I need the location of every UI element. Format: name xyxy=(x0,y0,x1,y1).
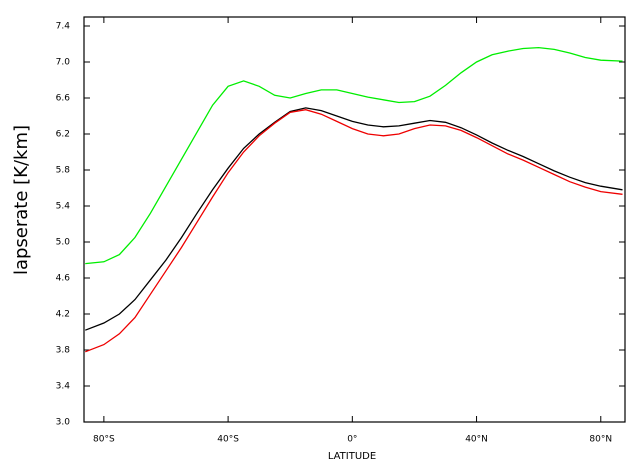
x-axis-label: LATITUDE xyxy=(328,451,376,462)
y-tick-label: 3.4 xyxy=(56,382,71,392)
plot-frame xyxy=(83,16,626,423)
y-tick-label: 4.6 xyxy=(56,274,71,284)
y-tick-label: 3.0 xyxy=(56,418,71,428)
data-line xyxy=(85,109,623,353)
x-tick-label: 40°N xyxy=(465,435,488,445)
data-line xyxy=(85,46,623,265)
y-tick-label: 5.4 xyxy=(56,202,71,212)
x-tick-label: 0° xyxy=(347,435,357,445)
y-tick-label: 5.8 xyxy=(56,166,71,176)
y-tick-label: 7.4 xyxy=(56,22,71,32)
y-tick-label: 6.2 xyxy=(56,130,70,140)
x-tick-label: 80°N xyxy=(589,435,612,445)
y-tick-label: 4.2 xyxy=(56,310,70,320)
y-tick-label: 6.6 xyxy=(56,94,71,104)
x-tick-label: 40°S xyxy=(217,435,239,445)
y-tick-label: 5.0 xyxy=(56,238,71,248)
y-axis-label: lapserate [K/km] xyxy=(11,125,32,275)
x-tick-label: 80°S xyxy=(93,435,115,445)
data-line xyxy=(85,107,623,331)
y-tick-label: 3.8 xyxy=(56,346,71,356)
y-tick-label: 7.0 xyxy=(56,58,71,68)
